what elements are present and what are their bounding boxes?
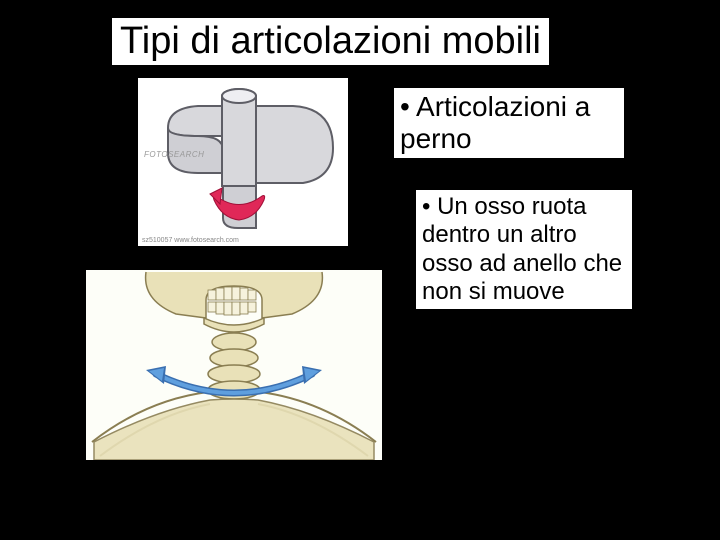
page-title: Tipi di articolazioni mobili bbox=[112, 18, 549, 65]
bullet-sub: • Un osso ruota dentro un altro osso ad … bbox=[416, 190, 632, 309]
watermark-brand: FOTOSEARCH bbox=[144, 150, 204, 159]
bullet-main: • Articolazioni a perno bbox=[394, 88, 624, 158]
pivot-joint-illustration: FOTOSEARCH sz510057 www.fotosearch.com bbox=[138, 78, 348, 246]
skull-spine-illustration bbox=[86, 270, 382, 460]
watermark-caption: sz510057 www.fotosearch.com bbox=[142, 237, 239, 244]
skull-svg bbox=[86, 270, 382, 460]
pivot-svg bbox=[138, 78, 348, 246]
